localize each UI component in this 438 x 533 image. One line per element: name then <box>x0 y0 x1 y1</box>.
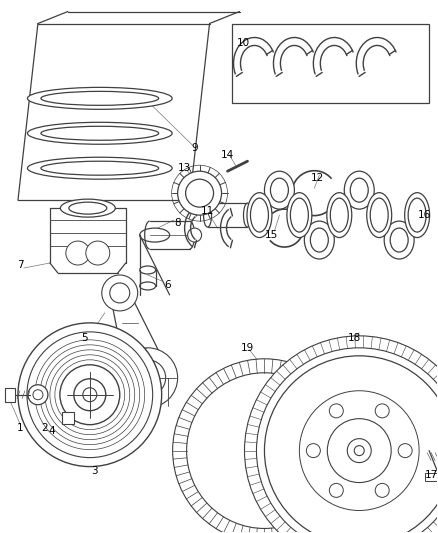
Text: 8: 8 <box>174 218 181 228</box>
Circle shape <box>257 348 438 533</box>
Ellipse shape <box>405 192 430 238</box>
Text: 18: 18 <box>348 333 361 343</box>
Ellipse shape <box>140 266 155 274</box>
Ellipse shape <box>41 91 159 106</box>
Circle shape <box>83 387 97 402</box>
Bar <box>425 473 438 481</box>
Ellipse shape <box>384 221 414 259</box>
Circle shape <box>244 336 438 533</box>
Circle shape <box>347 439 371 463</box>
Ellipse shape <box>28 157 172 179</box>
Ellipse shape <box>270 178 288 202</box>
Circle shape <box>329 404 343 418</box>
Ellipse shape <box>28 87 172 109</box>
Circle shape <box>74 379 106 411</box>
Text: 5: 5 <box>81 333 88 343</box>
Ellipse shape <box>265 171 294 209</box>
Circle shape <box>178 171 222 215</box>
Ellipse shape <box>41 126 159 140</box>
Text: 19: 19 <box>241 343 254 353</box>
Circle shape <box>329 483 343 497</box>
Text: 9: 9 <box>191 143 198 154</box>
Circle shape <box>66 241 90 265</box>
Ellipse shape <box>247 192 272 238</box>
Circle shape <box>60 365 120 425</box>
Ellipse shape <box>390 228 408 252</box>
Ellipse shape <box>367 192 392 238</box>
Ellipse shape <box>290 198 308 232</box>
Circle shape <box>265 356 438 533</box>
Circle shape <box>327 419 391 482</box>
Circle shape <box>173 359 356 533</box>
Ellipse shape <box>60 199 115 217</box>
Circle shape <box>186 179 214 207</box>
Text: 11: 11 <box>201 206 214 216</box>
Text: 17: 17 <box>424 470 438 480</box>
Ellipse shape <box>344 171 374 209</box>
Circle shape <box>110 283 130 303</box>
Text: 3: 3 <box>92 465 98 475</box>
Circle shape <box>398 443 412 458</box>
Circle shape <box>33 390 43 400</box>
Ellipse shape <box>140 228 170 242</box>
Bar <box>62 411 74 424</box>
Circle shape <box>130 360 166 395</box>
Ellipse shape <box>69 202 107 214</box>
Text: 7: 7 <box>17 260 23 270</box>
Bar <box>232 23 429 103</box>
Text: 4: 4 <box>49 426 55 435</box>
Text: 14: 14 <box>221 150 234 160</box>
Ellipse shape <box>304 221 334 259</box>
Ellipse shape <box>251 198 268 232</box>
Circle shape <box>409 220 425 236</box>
Text: 2: 2 <box>42 423 48 433</box>
Ellipse shape <box>330 198 348 232</box>
Ellipse shape <box>140 282 155 290</box>
Circle shape <box>375 483 389 497</box>
Circle shape <box>102 275 138 311</box>
Ellipse shape <box>204 203 212 227</box>
Text: 10: 10 <box>237 38 250 49</box>
Ellipse shape <box>41 161 159 175</box>
Text: 16: 16 <box>417 210 431 220</box>
Circle shape <box>50 355 130 434</box>
Circle shape <box>187 373 342 528</box>
Ellipse shape <box>350 178 368 202</box>
Circle shape <box>28 385 48 405</box>
Text: 13: 13 <box>178 163 191 173</box>
Circle shape <box>40 345 140 445</box>
Text: 15: 15 <box>265 230 278 240</box>
Circle shape <box>45 350 135 440</box>
Circle shape <box>86 241 110 265</box>
Ellipse shape <box>408 198 426 232</box>
Ellipse shape <box>370 198 388 232</box>
Circle shape <box>35 340 145 450</box>
Ellipse shape <box>287 192 312 238</box>
Ellipse shape <box>28 122 172 144</box>
Circle shape <box>375 404 389 418</box>
Circle shape <box>187 228 201 242</box>
Circle shape <box>27 332 153 458</box>
Circle shape <box>18 323 162 466</box>
Text: 12: 12 <box>311 173 324 183</box>
Text: 6: 6 <box>164 280 171 290</box>
Ellipse shape <box>327 192 352 238</box>
Circle shape <box>300 391 419 511</box>
Circle shape <box>118 348 178 408</box>
Text: 1: 1 <box>17 423 23 433</box>
Circle shape <box>55 360 125 430</box>
Ellipse shape <box>311 228 328 252</box>
Ellipse shape <box>244 203 251 227</box>
Bar <box>5 387 15 402</box>
Circle shape <box>306 443 320 458</box>
Circle shape <box>354 446 364 456</box>
Circle shape <box>413 224 421 232</box>
